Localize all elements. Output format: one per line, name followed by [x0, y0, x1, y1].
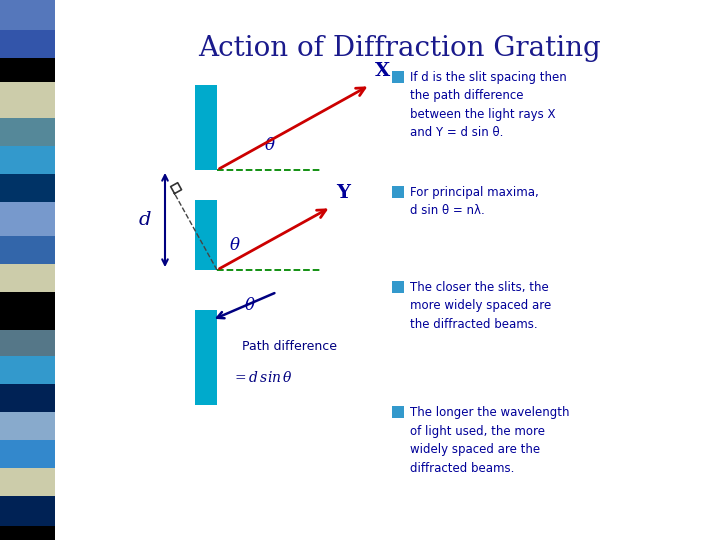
Bar — [0, 174, 55, 202]
Text: d: d — [139, 211, 151, 229]
Bar — [0, 118, 55, 146]
Text: If d is the slit spacing then
the path difference
between the light rays X
and Y: If d is the slit spacing then the path d… — [410, 71, 567, 139]
Text: Action of Diffraction Grating: Action of Diffraction Grating — [199, 35, 601, 62]
Bar — [392, 71, 404, 83]
Bar — [195, 310, 217, 405]
Text: θ: θ — [230, 237, 240, 254]
Bar — [0, 526, 55, 540]
Bar — [0, 496, 55, 526]
Bar — [0, 412, 55, 440]
Bar — [0, 440, 55, 468]
Bar — [0, 82, 55, 118]
Text: Y: Y — [336, 184, 350, 202]
Bar — [0, 30, 55, 58]
Bar — [0, 236, 55, 264]
Bar — [392, 281, 404, 293]
Bar — [0, 202, 55, 236]
Bar — [392, 186, 404, 198]
Bar — [0, 292, 55, 330]
Text: θ: θ — [245, 297, 255, 314]
Bar — [195, 85, 217, 170]
Bar — [195, 200, 217, 270]
Text: For principal maxima,
d sin θ = nλ.: For principal maxima, d sin θ = nλ. — [410, 186, 539, 218]
Text: X: X — [375, 62, 390, 80]
Text: θ: θ — [265, 137, 275, 154]
Text: The closer the slits, the
more widely spaced are
the diffracted beams.: The closer the slits, the more widely sp… — [410, 281, 552, 331]
Bar — [0, 468, 55, 496]
Bar — [0, 330, 55, 356]
Text: The longer the wavelength
of light used, the more
widely spaced are the
diffract: The longer the wavelength of light used,… — [410, 406, 570, 475]
Bar — [0, 146, 55, 174]
Bar — [0, 0, 55, 30]
Text: $= d\,sin\,\theta$: $= d\,sin\,\theta$ — [232, 370, 293, 385]
Bar — [0, 384, 55, 412]
Bar — [392, 406, 404, 418]
Text: Path difference: Path difference — [242, 340, 337, 353]
Bar — [0, 264, 55, 292]
Bar — [0, 58, 55, 82]
Bar — [0, 356, 55, 384]
